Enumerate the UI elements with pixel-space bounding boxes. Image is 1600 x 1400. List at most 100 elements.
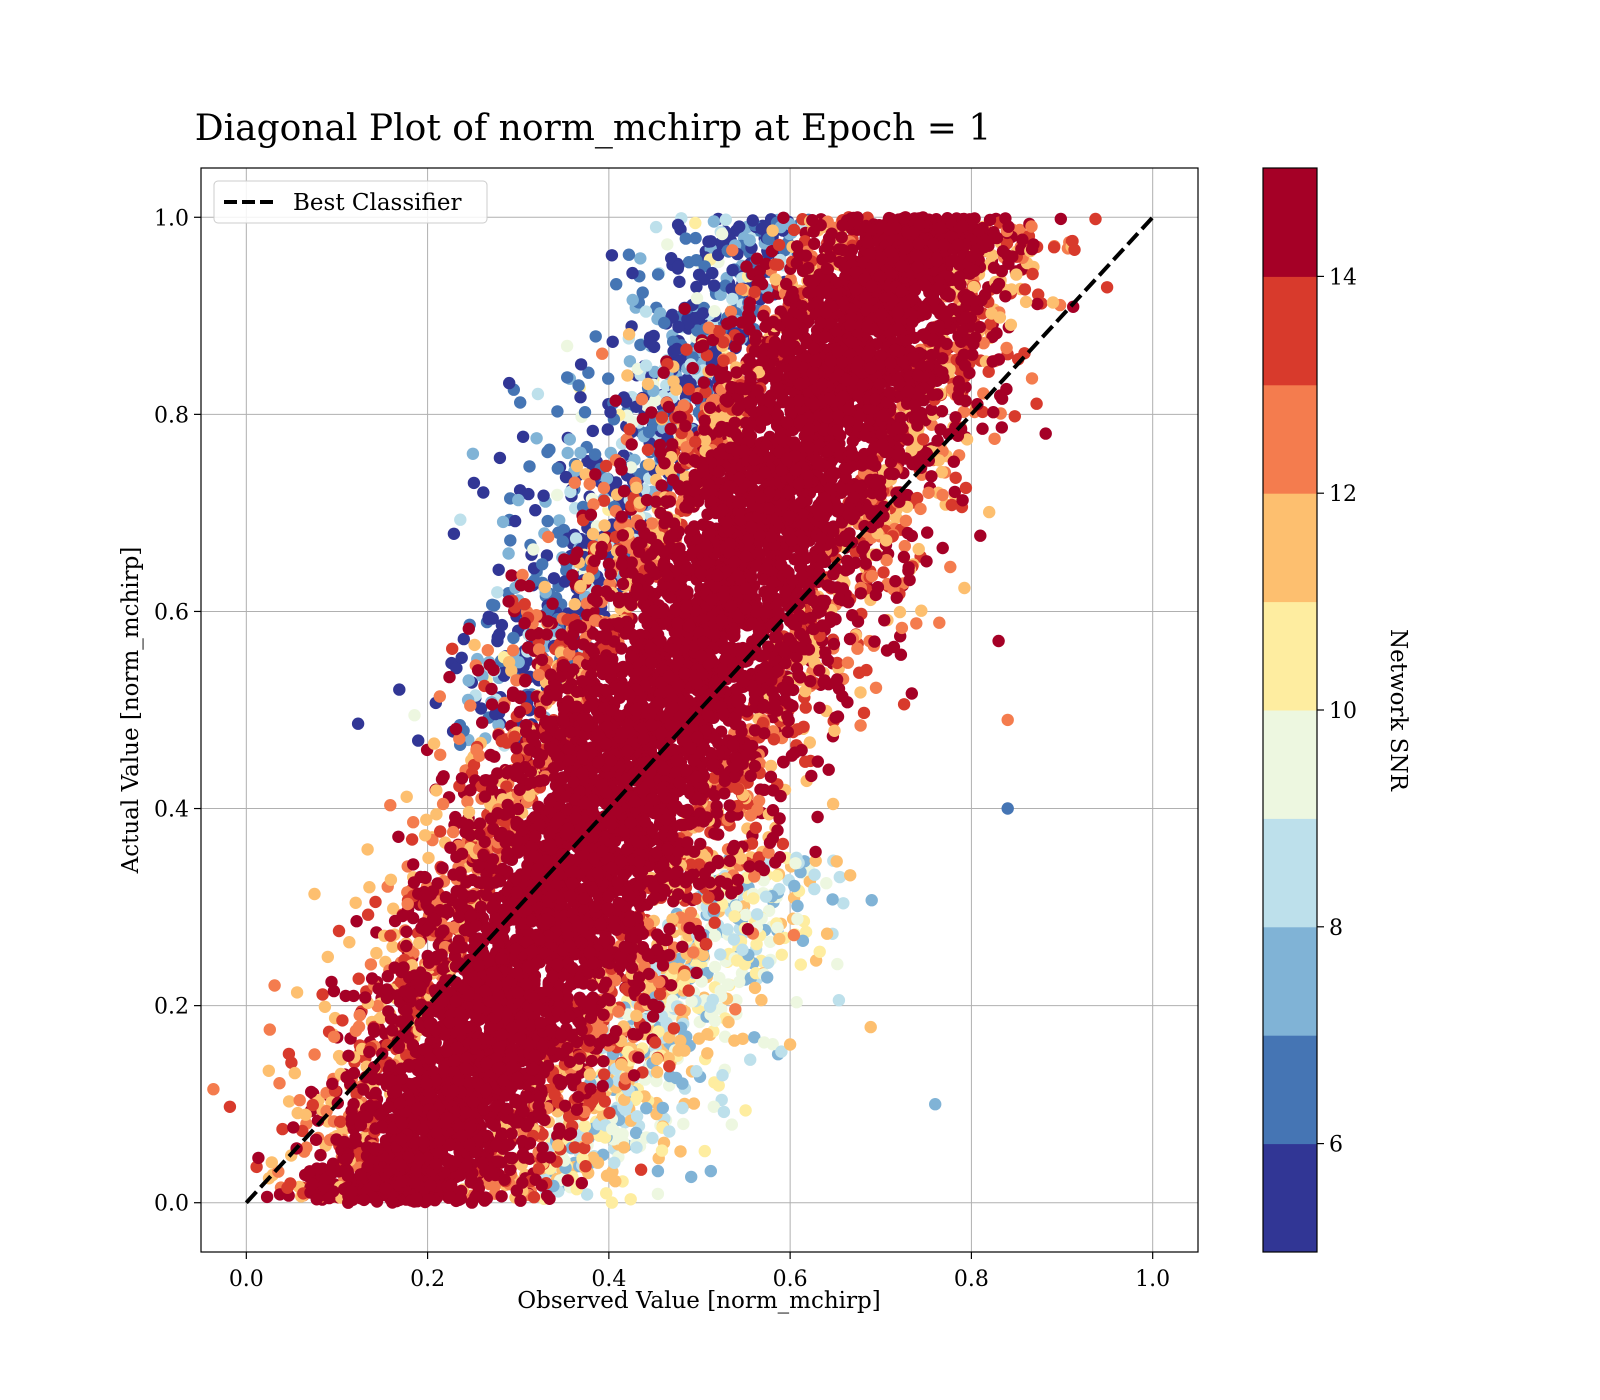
scatter-point [339,989,352,1003]
scatter-point [536,558,549,571]
scatter-point [447,825,460,839]
scatter-point [495,735,508,748]
scatter-point [492,563,505,576]
scatter-point [701,1028,714,1041]
scatter-point [450,661,463,675]
scatter-point [624,461,638,474]
scatter-point [1025,372,1039,385]
scatter-point [492,718,505,731]
scatter-point [598,519,611,532]
scatter-point [933,616,946,629]
scatter-point [1000,341,1013,355]
scatter-point [207,1083,220,1096]
scatter-point [630,1090,644,1104]
scatter-point [877,566,890,579]
scatter-point [634,252,647,265]
scatter-point [630,1141,643,1154]
scatter-point [502,595,515,608]
scatter-point [716,1069,729,1082]
scatter-point [712,248,725,262]
scatter-point [532,643,546,656]
scatter-point [899,514,913,527]
scatter-point [771,921,784,935]
scatter-point [651,1164,665,1178]
scatter-point [868,635,881,648]
scatter-point [516,1147,530,1161]
scatter-point [597,1055,610,1068]
scatter-point [794,958,807,971]
scatter-point [663,1125,676,1138]
scatter-point [434,748,447,761]
scatter-point [516,430,530,443]
scatter-point [944,560,957,574]
scatter-point [551,1139,565,1152]
scatter-point [601,423,614,436]
scatter-point [563,433,576,446]
scatter-point [717,354,730,367]
scatter-point [586,527,600,541]
scatter-point [723,799,736,812]
scatter-point [580,1188,594,1201]
scatter-point [524,628,538,642]
scatter-point [544,668,558,681]
scatter-point [722,1015,735,1029]
scatter-point [1031,297,1044,311]
scatter-point [508,730,521,743]
scatter-point [1066,234,1079,248]
scatter-point [897,698,911,711]
scatter-point [746,214,759,227]
scatter-point [510,742,523,755]
scatter-point [621,369,634,382]
scatter-point [708,279,721,292]
scatter-point [643,336,656,349]
scatter-point [477,486,490,499]
scatter-point [714,288,727,301]
scatter-point [392,830,405,843]
scatter-point [587,498,600,511]
scatter-point [706,266,719,280]
scatter-point [575,1176,588,1190]
scatter-point [700,937,713,951]
scatter-point [518,598,531,611]
scatter-point [513,705,526,719]
scatter-point [726,244,739,257]
scatter-point [574,446,587,459]
scatter-point [574,579,587,593]
scatter-point [408,709,421,722]
scatter-point [676,1077,689,1090]
scatter-point [504,534,517,547]
scatter-point [715,1002,728,1016]
scatter-point [893,605,907,619]
scatter-point [561,1174,574,1187]
scatter-point [657,366,670,379]
scatter-point [576,500,590,514]
scatter-point [252,1151,265,1165]
scatter-point [617,1141,631,1154]
scatter-point [678,969,691,982]
scatter-point [650,1052,664,1066]
scatter-point [542,530,555,544]
scatter-point [630,1009,643,1022]
scatter-point [495,618,509,632]
scatter-point [361,843,374,856]
scatter-point [606,335,619,348]
scatter-point [518,617,531,630]
scatter-point [615,1058,628,1071]
scatter-point [811,810,824,824]
scatter-point [830,855,843,868]
scatter-point [725,282,738,296]
scatter-point [717,1105,731,1119]
scatter-point [1100,281,1114,294]
scatter-point [623,423,636,436]
scatter-point [790,996,803,1009]
scatter-point [626,293,639,307]
scatter-point [914,502,927,516]
scatter-point [945,498,958,512]
scatter-point [551,488,564,502]
scatter-point [990,327,1003,340]
scatter-point [491,586,504,599]
scatter-point [931,434,944,447]
scatter-point [1019,295,1033,309]
scatter-point [413,936,426,950]
scatter-point [741,923,755,936]
